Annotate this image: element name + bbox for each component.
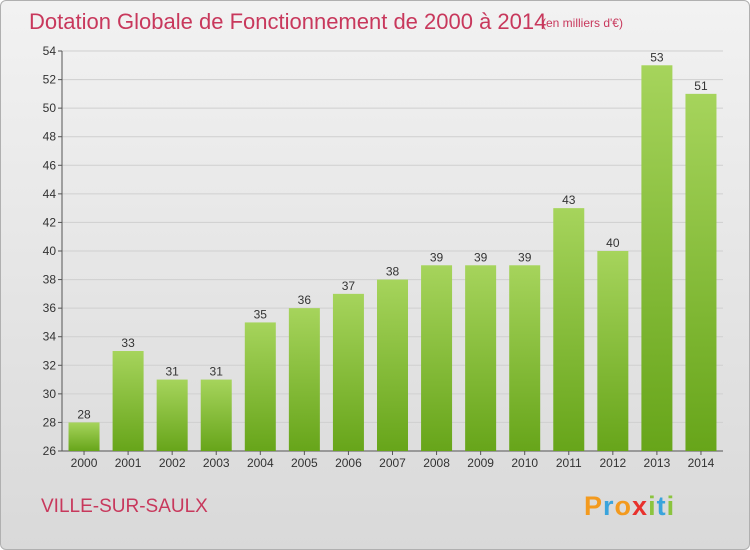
- y-tick-label: 42: [43, 215, 57, 229]
- bar: [421, 265, 453, 451]
- logo-letter: i: [666, 491, 676, 521]
- bar: [465, 265, 497, 451]
- y-tick-label: 36: [43, 301, 57, 315]
- logo-letter: r: [603, 491, 615, 521]
- bar: [112, 351, 144, 451]
- data-label: 37: [342, 279, 356, 293]
- data-label: 31: [210, 365, 224, 379]
- bar: [244, 322, 276, 451]
- data-label: 40: [606, 236, 620, 250]
- y-tick-label: 52: [43, 73, 57, 87]
- commune-name: VILLE-SUR-SAULX: [41, 496, 208, 517]
- bar: [553, 208, 585, 451]
- y-tick-label: 28: [43, 415, 57, 429]
- x-tick-label: 2001: [115, 456, 142, 470]
- data-label: 31: [165, 365, 179, 379]
- y-tick-label: 50: [43, 101, 57, 115]
- bars: [68, 65, 717, 452]
- data-label: 35: [254, 307, 268, 321]
- x-tick-label: 2005: [291, 456, 318, 470]
- logo-letter: i: [648, 491, 657, 521]
- chart-title: Dotation Globale de Fonctionnement de 20…: [29, 9, 547, 34]
- bar: [509, 265, 541, 451]
- data-label: 28: [77, 407, 91, 421]
- x-tick-label: 2004: [247, 456, 274, 470]
- x-tick-label: 2012: [599, 456, 626, 470]
- data-label: 36: [298, 293, 312, 307]
- data-label: 39: [518, 250, 532, 264]
- x-tick-label: 2011: [556, 456, 582, 470]
- y-tick-label: 38: [43, 273, 57, 287]
- bar: [288, 308, 320, 451]
- x-tick-label: 2000: [71, 456, 98, 470]
- bar: [200, 379, 232, 451]
- y-tick-label: 32: [43, 358, 57, 372]
- x-tick-label: 2003: [203, 456, 230, 470]
- y-tick-label: 46: [43, 158, 57, 172]
- y-tick-label: 26: [43, 444, 57, 458]
- data-label: 43: [562, 193, 576, 207]
- bar: [597, 251, 629, 451]
- x-tick-label: 2006: [335, 456, 362, 470]
- x-tick-label: 2008: [423, 456, 450, 470]
- x-tick-label: 2014: [688, 456, 715, 470]
- bar: [68, 422, 100, 451]
- labels: 28 33 31 31 35 36 37 38 39 39 39 43 40 53 51: [77, 50, 708, 421]
- bar: [641, 65, 673, 452]
- x-tick-label: 2007: [379, 456, 406, 470]
- bar: [685, 93, 717, 451]
- data-label: 39: [430, 250, 444, 264]
- y-tick-label: 40: [43, 244, 57, 258]
- data-label: 53: [650, 50, 664, 64]
- data-label: 33: [121, 336, 135, 350]
- chart-subtitle: (en milliers d'€): [542, 16, 623, 30]
- bar: [332, 293, 364, 451]
- proxiti-logo: Proxiti: [584, 491, 675, 522]
- x-tick-label: 2013: [644, 456, 671, 470]
- logo-letter: x: [632, 491, 649, 521]
- x-tick-label: 2010: [511, 456, 538, 470]
- bar: [377, 279, 408, 451]
- logo-letter: P: [584, 491, 604, 521]
- bar: [156, 379, 188, 451]
- data-label: 39: [474, 250, 488, 264]
- logo-letter: t: [656, 491, 667, 521]
- data-label: 51: [694, 79, 708, 93]
- y-tick-label: 54: [43, 44, 57, 58]
- y-tick-label: 48: [43, 130, 57, 144]
- x-tick-label: 2009: [467, 456, 494, 470]
- x-tick-label: 2002: [159, 456, 186, 470]
- y-tick-label: 30: [43, 387, 57, 401]
- y-tick-label: 44: [43, 187, 57, 201]
- y-tick-label: 34: [43, 330, 57, 344]
- logo-letter: o: [614, 491, 633, 521]
- data-label: 38: [386, 265, 400, 279]
